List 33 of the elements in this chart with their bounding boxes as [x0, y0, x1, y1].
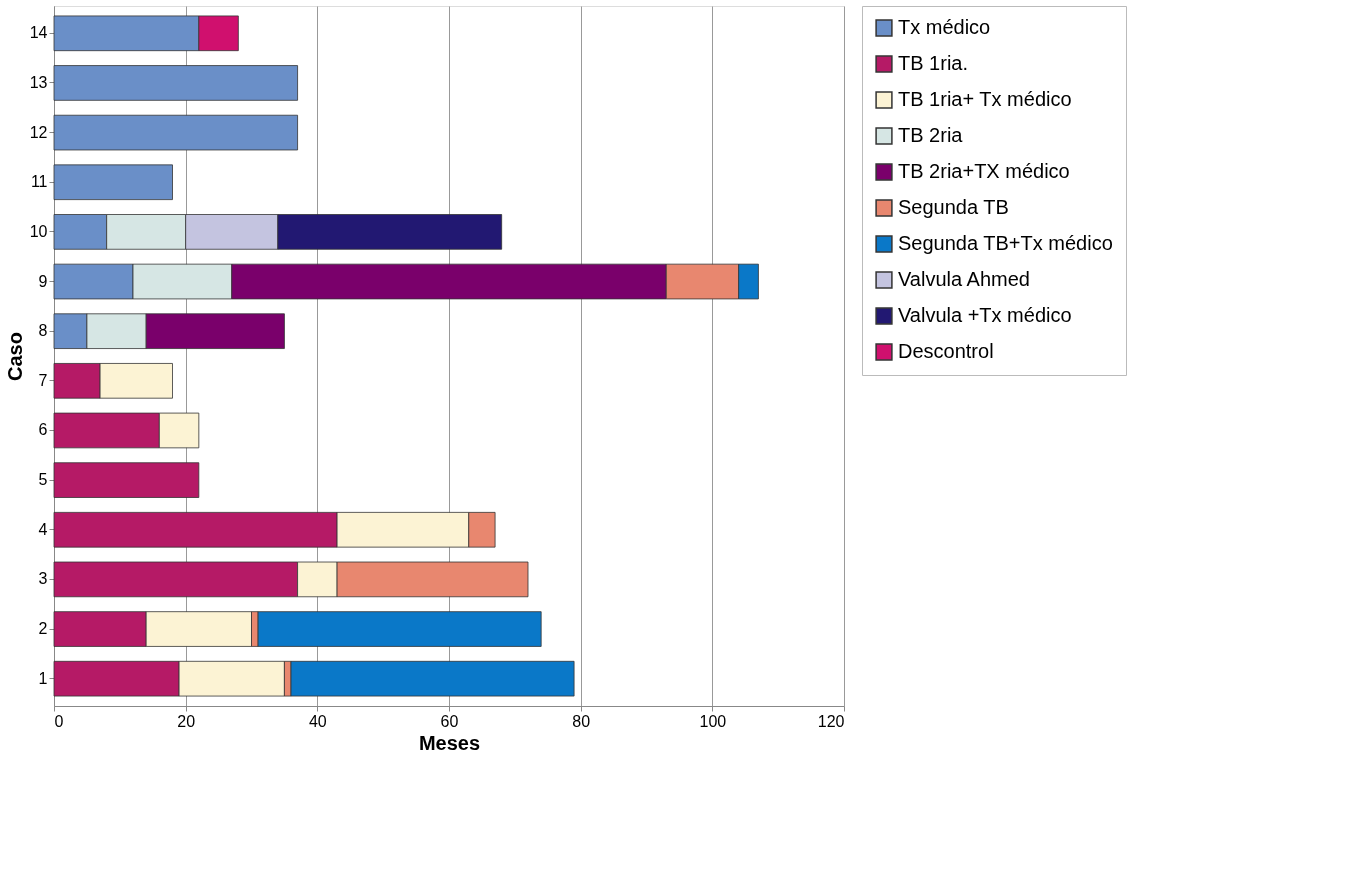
- y-tick-label: 1: [38, 669, 48, 687]
- legend-label: TB 1ria+ Tx médico: [898, 88, 1072, 110]
- y-tick-label: 13: [29, 73, 48, 91]
- x-tick-label: 100: [699, 712, 727, 730]
- y-tick-label: 9: [38, 272, 48, 290]
- legend-label: Valvula Ahmed: [898, 268, 1030, 290]
- legend-label: TB 2ria+TX médico: [898, 160, 1070, 182]
- legend-label: Descontrol: [898, 340, 994, 362]
- legend-label: Segunda TB+Tx médico: [898, 232, 1113, 254]
- legend-label: Tx médico: [898, 16, 991, 38]
- legend-label: TB 1ria.: [898, 52, 969, 74]
- x-tick-label: 80: [572, 712, 591, 730]
- x-tick-label: 0: [54, 712, 64, 730]
- legend-label: TB 2ria: [898, 124, 964, 146]
- x-axis-title: Meses: [418, 731, 481, 754]
- y-tick-label: 14: [29, 24, 48, 42]
- legend-label: Valvula +Tx médico: [898, 304, 1072, 326]
- y-tick-label: 12: [29, 123, 48, 141]
- y-tick-label: 3: [38, 570, 48, 588]
- y-tick-label: 6: [38, 421, 48, 439]
- y-tick-label: 7: [38, 371, 48, 389]
- y-tick-label: 5: [38, 471, 48, 489]
- x-tick-label: 20: [177, 712, 196, 730]
- x-tick-label: 40: [308, 712, 327, 730]
- y-tick-label: 11: [30, 173, 48, 191]
- x-tick-label: 120: [817, 712, 845, 730]
- y-tick-label: 4: [38, 520, 48, 538]
- x-tick-label: 60: [440, 712, 459, 730]
- y-tick-label: 8: [38, 322, 48, 340]
- y-tick-label: 10: [29, 222, 48, 240]
- legend-label: Segunda TB: [898, 196, 1009, 218]
- y-axis-title: Caso: [3, 332, 26, 381]
- y-tick-label: 2: [38, 620, 48, 638]
